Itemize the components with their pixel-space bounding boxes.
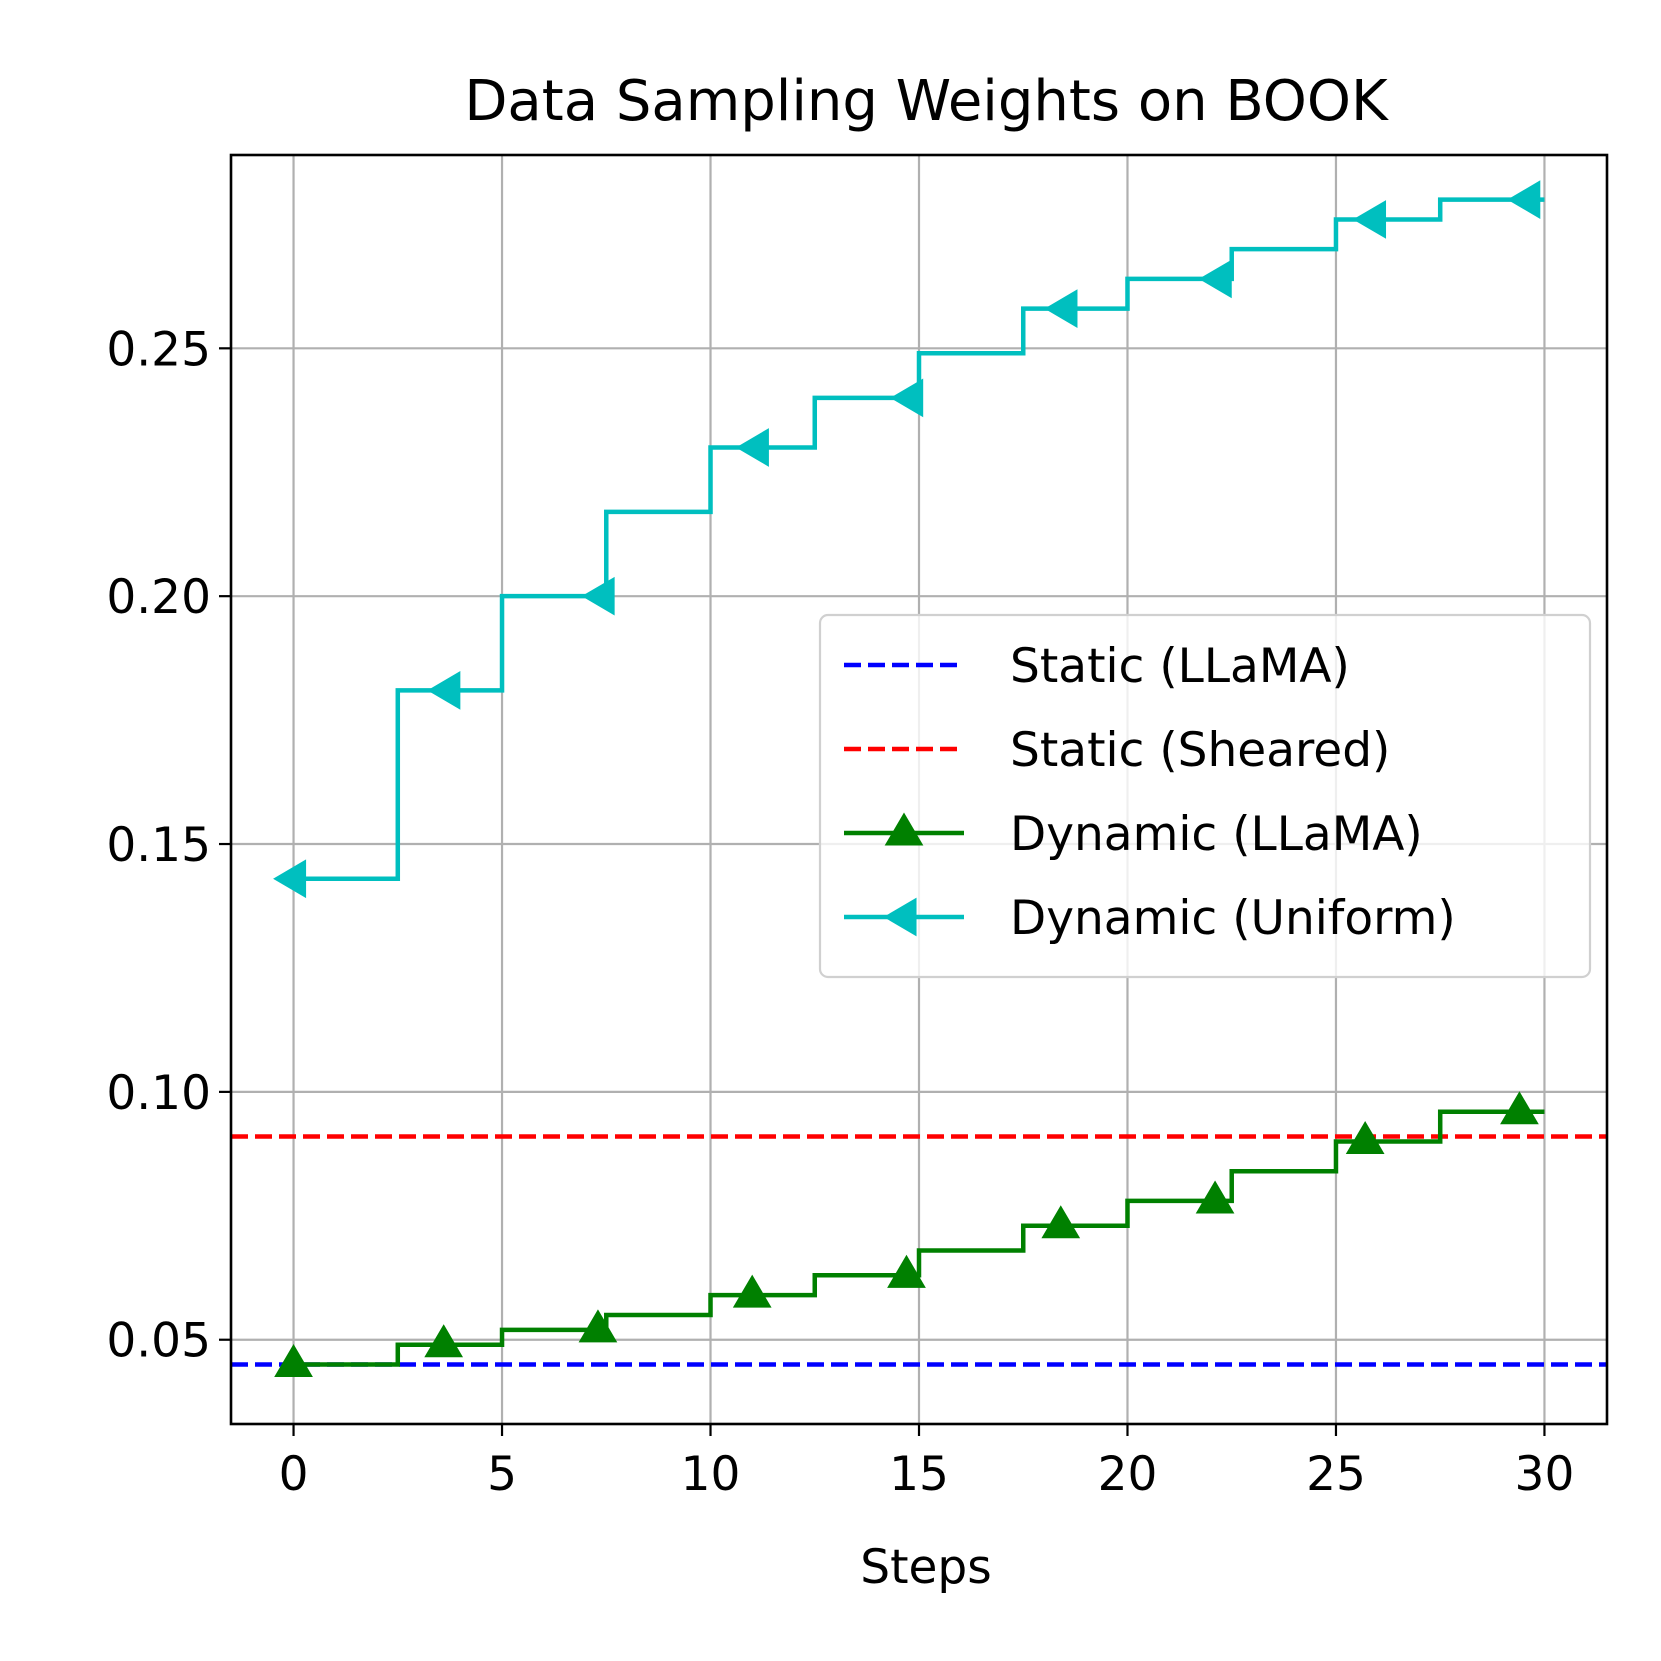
legend-label-static-sheared: Static (Sheared) [1010, 723, 1390, 778]
data-point-dynamic-llama [1041, 1205, 1081, 1239]
y-tick-label: 0.20 [106, 570, 211, 625]
data-point-dynamic-llama [887, 1254, 926, 1288]
data-point-dynamic-uniform [273, 859, 307, 899]
x-tick-label: 5 [487, 1447, 517, 1502]
plot-series [231, 180, 1607, 1378]
series-line-dynamic-uniform [293, 197, 1545, 881]
data-point-dynamic-uniform [1198, 259, 1232, 299]
x-tick-label: 30 [1515, 1447, 1575, 1502]
x-tick-label: 20 [1098, 1447, 1158, 1502]
data-point-dynamic-uniform [581, 576, 615, 616]
series-line-dynamic-llama [293, 1109, 1545, 1367]
legend-label-static-llama: Static (LLaMA) [1010, 639, 1350, 694]
data-point-dynamic-llama [1345, 1120, 1385, 1154]
data-point-dynamic-uniform [890, 378, 924, 418]
chart-title: Data Sampling Weights on BOOK [464, 69, 1389, 134]
data-point-dynamic-llama [274, 1344, 313, 1378]
x-tick-label: 15 [889, 1447, 949, 1502]
x-tick-label: 10 [681, 1447, 741, 1502]
data-point-dynamic-uniform [1353, 200, 1387, 239]
data-point-dynamic-uniform [1044, 289, 1078, 329]
data-point-dynamic-llama [578, 1309, 618, 1343]
legend-marker-dynamic-llama [884, 812, 924, 846]
y-tick-label: 0.10 [106, 1066, 211, 1121]
legend-marker-dynamic-uniform [883, 897, 917, 937]
data-point-dynamic-uniform [427, 670, 461, 710]
legend-box [818, 613, 1592, 979]
x-tick-label: 0 [279, 1447, 309, 1502]
legend-label-dynamic-llama: Dynamic (LLaMA) [1010, 807, 1423, 862]
axis-ticks: 0 5 10 15 20 25 30 0.05 0.10 0.15 0.20 0.25 [106, 322, 1574, 1502]
data-point-dynamic-llama [732, 1274, 772, 1308]
legend: Static (LLaMA) Static (Sheared) Dynamic (L… [818, 613, 1592, 979]
legend-label-dynamic-uniform: Dynamic (Uniform) [1010, 891, 1456, 946]
y-tick-label: 0.25 [106, 322, 211, 377]
x-axis-label: Steps [860, 1540, 992, 1595]
data-point-dynamic-llama [424, 1324, 464, 1358]
y-tick-label: 0.05 [106, 1314, 211, 1369]
data-point-dynamic-uniform [1507, 180, 1541, 219]
data-point-dynamic-llama [1500, 1091, 1539, 1125]
y-tick-label: 0.15 [106, 818, 211, 873]
data-point-dynamic-llama [1195, 1180, 1235, 1214]
x-tick-label: 25 [1306, 1447, 1366, 1502]
data-point-dynamic-uniform [735, 428, 769, 467]
